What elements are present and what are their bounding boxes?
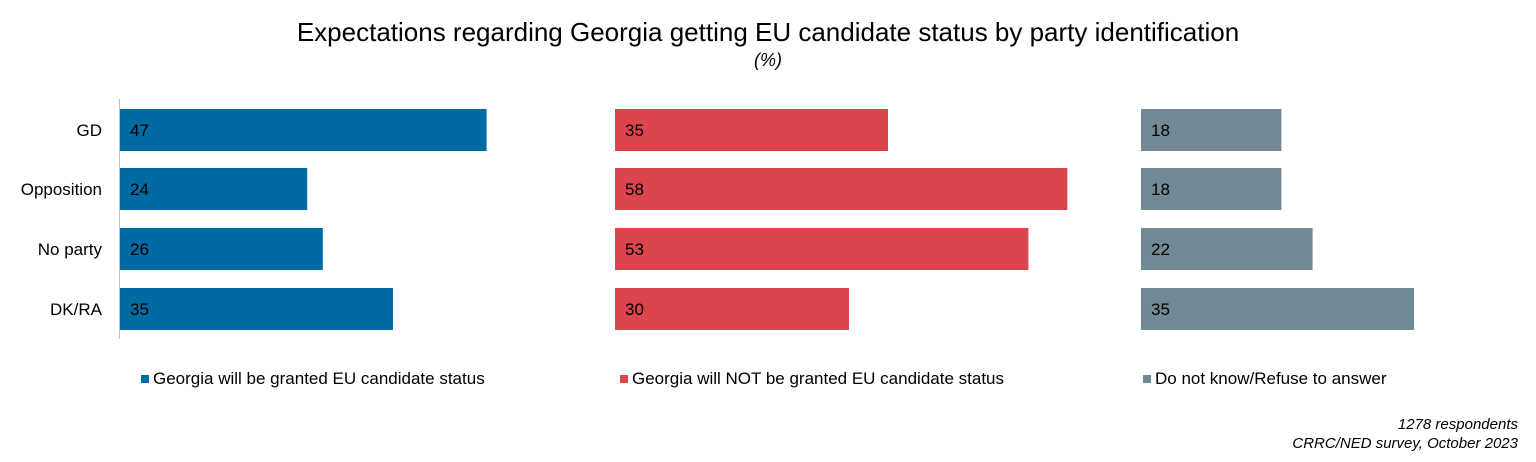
bar-series3-opposition: [1141, 168, 1282, 210]
bar-series1-gd: [120, 109, 487, 151]
bar-series1-no-party: [120, 228, 323, 270]
bar-series2-dk-ra: [615, 288, 849, 330]
data-label-series2-no-party: 53: [625, 240, 644, 259]
data-label-series3-no-party: 22: [1151, 240, 1170, 259]
data-label-series2-opposition: 58: [625, 180, 644, 199]
category-label-dk-ra: DK/RA: [50, 300, 103, 319]
legend-item-dk-ra: Do not know/Refuse to answer: [1143, 369, 1387, 389]
source-note: CRRC/NED survey, October 2023: [1292, 435, 1518, 452]
bar-series2-no-party: [615, 228, 1029, 270]
legend-item-not-granted: Georgia will NOT be granted EU candidate…: [620, 369, 1004, 389]
data-label-series3-opposition: 18: [1151, 180, 1170, 199]
bar-series2-gd: [615, 109, 888, 151]
data-label-series1-gd: 47: [130, 121, 149, 140]
category-label-opposition: Opposition: [21, 180, 102, 199]
category-label-gd: GD: [77, 121, 103, 140]
data-label-series3-gd: 18: [1151, 121, 1170, 140]
bar-series1-opposition: [120, 168, 308, 210]
legend-swatch-dk-ra: [1143, 375, 1151, 383]
data-label-series2-gd: 35: [625, 121, 644, 140]
data-label-series1-no-party: 26: [130, 240, 149, 259]
legend-item-granted: Georgia will be granted EU candidate sta…: [141, 369, 485, 389]
category-label-no-party: No party: [38, 240, 103, 259]
data-label-series3-dk-ra: 35: [1151, 300, 1170, 319]
bar-series3-dk-ra: [1141, 288, 1414, 330]
legend-label-not-granted: Georgia will NOT be granted EU candidate…: [632, 369, 1004, 388]
bar-series3-gd: [1141, 109, 1282, 151]
legend-label-dk-ra: Do not know/Refuse to answer: [1155, 369, 1387, 388]
respondents-note: 1278 respondents: [1397, 416, 1518, 433]
legend-swatch-not-granted: [620, 375, 628, 383]
data-label-series1-dk-ra: 35: [130, 300, 149, 319]
chart-subtitle: (%): [754, 50, 782, 70]
legend-label-granted: Georgia will be granted EU candidate sta…: [153, 369, 485, 388]
bar-series2-opposition: [615, 168, 1068, 210]
data-label-series2-dk-ra: 30: [625, 300, 644, 319]
data-label-series1-opposition: 24: [130, 180, 149, 199]
bar-series1-dk-ra: [120, 288, 393, 330]
bar-series3-no-party: [1141, 228, 1313, 270]
chart-title: Expectations regarding Georgia getting E…: [296, 17, 1240, 47]
legend-swatch-granted: [141, 375, 149, 383]
